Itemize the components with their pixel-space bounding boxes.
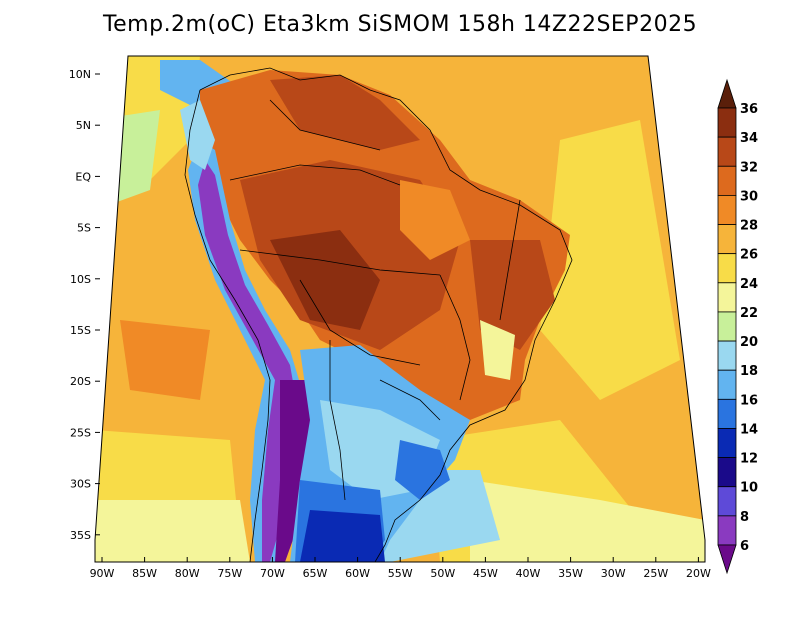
lat-label: EQ	[75, 170, 91, 183]
map-frame	[94, 55, 706, 563]
map-title: Temp.2m(oC) Eta3km SiSMOM 158h 14Z22SEP2…	[102, 12, 698, 37]
colorbar-segment	[717, 515, 737, 546]
colorbar-label: 8	[740, 510, 749, 525]
lat-label: 10N	[69, 68, 91, 81]
colorbar-label: 24	[740, 277, 758, 292]
lon-label: 45W	[473, 567, 498, 580]
colorbar-segment	[717, 340, 737, 371]
colorbar-segment	[717, 311, 737, 342]
colorbar-label: 12	[740, 452, 758, 467]
colorbar-segment	[717, 428, 737, 459]
colorbar-segment	[717, 194, 737, 225]
colorbar-segment	[717, 165, 737, 196]
longitude-labels: 90W 85W 80W 75W 70W 65W 60W 55W 50W 45W 40W 35W 30W 2…	[90, 557, 711, 580]
colorbar-bottom-arrow	[717, 544, 737, 575]
lon-label: 80W	[175, 567, 200, 580]
colorbar-label: 14	[740, 422, 758, 437]
lon-label: 20W	[686, 567, 711, 580]
lon-label: 55W	[388, 567, 413, 580]
colorbar-label: 6	[740, 539, 749, 554]
colorbar-label: 26	[740, 248, 758, 263]
lon-label: 70W	[260, 567, 285, 580]
lon-label: 75W	[217, 567, 242, 580]
latitude-labels: 10N 5N EQ 5S 10S 15S 20S 25S 30S 35S	[69, 68, 100, 542]
colorbar: 36 34 32 30 28 26 24 22 20 18 16 14 12 10 8 6	[717, 78, 758, 575]
colorbar-segment	[717, 369, 737, 400]
lon-label: 65W	[303, 567, 328, 580]
lat-label: 20S	[70, 375, 91, 388]
lat-label: 35S	[70, 529, 91, 542]
colorbar-label: 20	[740, 335, 758, 350]
lon-label: 35W	[558, 567, 583, 580]
lon-label: 30W	[601, 567, 626, 580]
colorbar-label: 36	[740, 102, 758, 117]
colorbar-label: 34	[740, 131, 758, 146]
lat-label: 10S	[70, 273, 91, 286]
lon-label: 85W	[132, 567, 157, 580]
lon-label: 90W	[90, 567, 115, 580]
colorbar-segment	[717, 107, 737, 138]
temperature-field	[95, 56, 705, 562]
colorbar-label: 28	[740, 219, 758, 234]
lon-label: 40W	[516, 567, 541, 580]
colorbar-segment	[717, 253, 737, 284]
lat-label: 25S	[70, 426, 91, 439]
colorbar-label: 16	[740, 393, 758, 408]
lat-label: 5N	[76, 119, 91, 132]
lon-label: 60W	[345, 567, 370, 580]
colorbar-label: 32	[740, 160, 758, 175]
colorbar-segment	[717, 282, 737, 313]
colorbar-segment	[717, 224, 737, 255]
lat-label: 30S	[70, 478, 91, 491]
colorbar-segment	[717, 486, 737, 517]
colorbar-label: 30	[740, 189, 758, 204]
lon-label: 25W	[643, 567, 668, 580]
colorbar-label: 18	[740, 364, 758, 379]
colorbar-segment	[717, 457, 737, 488]
borders	[184, 67, 573, 562]
lat-label: 15S	[70, 324, 91, 337]
lon-label: 50W	[430, 567, 455, 580]
colorbar-label: 10	[740, 481, 758, 496]
colorbar-label: 22	[740, 306, 758, 321]
lat-label: 5S	[77, 222, 91, 235]
colorbar-top-arrow	[717, 78, 737, 109]
colorbar-segment	[717, 136, 737, 167]
colorbar-segment	[717, 398, 737, 429]
